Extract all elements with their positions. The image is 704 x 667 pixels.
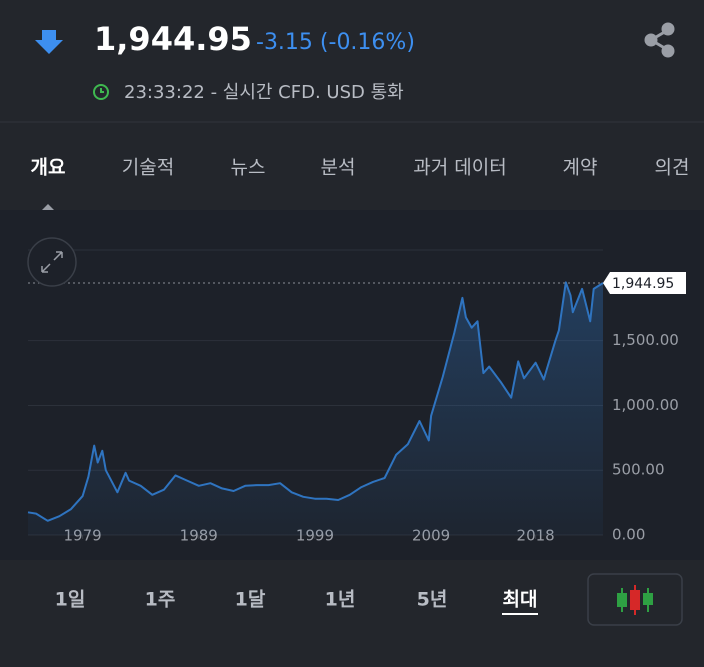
tab-indicator <box>42 204 54 210</box>
range-button[interactable]: 1일 <box>55 589 86 611</box>
candle-icon <box>617 585 653 615</box>
y-tick-label: 500.00 <box>612 461 665 479</box>
range-button[interactable]: 1년 <box>325 589 356 611</box>
area <box>28 282 603 535</box>
tab[interactable]: 분석 <box>321 157 356 179</box>
current-price-label: 1,944.95 <box>612 276 674 292</box>
tab[interactable]: 계약 <box>563 157 598 179</box>
price-change: -3.15 (-0.16%) <box>256 30 415 55</box>
y-tick-label: 1,500.00 <box>612 331 679 349</box>
price: 1,944.95 <box>94 20 252 58</box>
range-button[interactable]: 5년 <box>417 589 448 611</box>
clock-icon <box>93 84 109 100</box>
tab[interactable]: 뉴스 <box>231 157 266 179</box>
candle-button[interactable] <box>587 573 683 626</box>
y-tick-label: 0.00 <box>612 526 645 544</box>
timestamp: 23:33:22 - 실시간 CFD. USD 통화 <box>124 82 404 103</box>
price-line <box>27 281 604 522</box>
tab[interactable]: 개요 <box>31 157 66 179</box>
tab-bar: 개요 기술적 뉴스 분석 과거 데이터 계약 의견 <box>31 157 690 179</box>
expand-button[interactable] <box>27 237 77 287</box>
range-bar: 1일 1주 1달 1년 5년 최대 <box>55 589 538 615</box>
down-arrow-icon <box>35 30 63 54</box>
share-icon[interactable] <box>644 22 675 58</box>
range-button[interactable]: 최대 <box>503 589 538 611</box>
tab[interactable]: 의견 <box>655 157 690 179</box>
tab[interactable]: 과거 데이터 <box>413 157 506 179</box>
y-tick-label: 1,000.00 <box>612 396 679 414</box>
current-price-box <box>603 272 686 295</box>
tab[interactable]: 기술적 <box>122 157 174 179</box>
range-button[interactable]: 1달 <box>235 589 266 611</box>
expand-icon <box>41 251 63 273</box>
range-button[interactable]: 1주 <box>145 589 176 611</box>
clock-hand <box>100 88 104 93</box>
